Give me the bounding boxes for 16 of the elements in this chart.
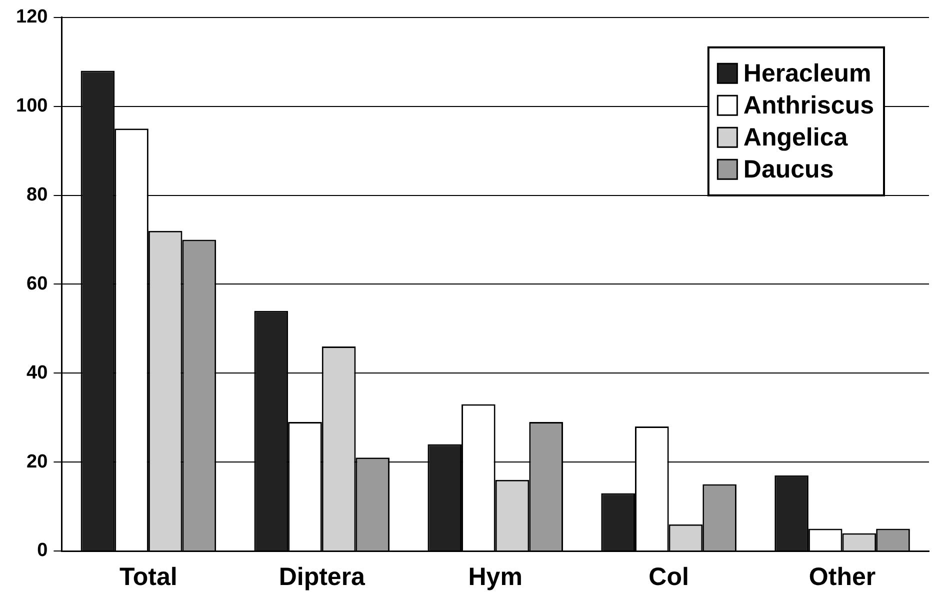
y-tick-label: 0 [37, 540, 48, 562]
y-tick-label: 80 [26, 184, 48, 206]
x-tick-label: Col [648, 562, 689, 591]
x-tick-label: Other [808, 562, 876, 591]
legend-label: Angelica [743, 123, 849, 152]
y-tick-label: 120 [16, 6, 48, 28]
legend-label: Anthriscus [743, 91, 874, 120]
legend-label: Daucus [743, 155, 834, 184]
x-tick-label: Hym [468, 562, 522, 591]
y-tick-label: 20 [26, 451, 48, 472]
y-tick-label: 60 [26, 273, 48, 294]
x-tick-label: Total [119, 562, 178, 591]
y-tick-label: 40 [26, 362, 48, 384]
x-tick-label: Diptera [278, 562, 366, 591]
y-tick-label: 100 [16, 96, 48, 117]
legend-label: Heracleum [743, 59, 872, 88]
